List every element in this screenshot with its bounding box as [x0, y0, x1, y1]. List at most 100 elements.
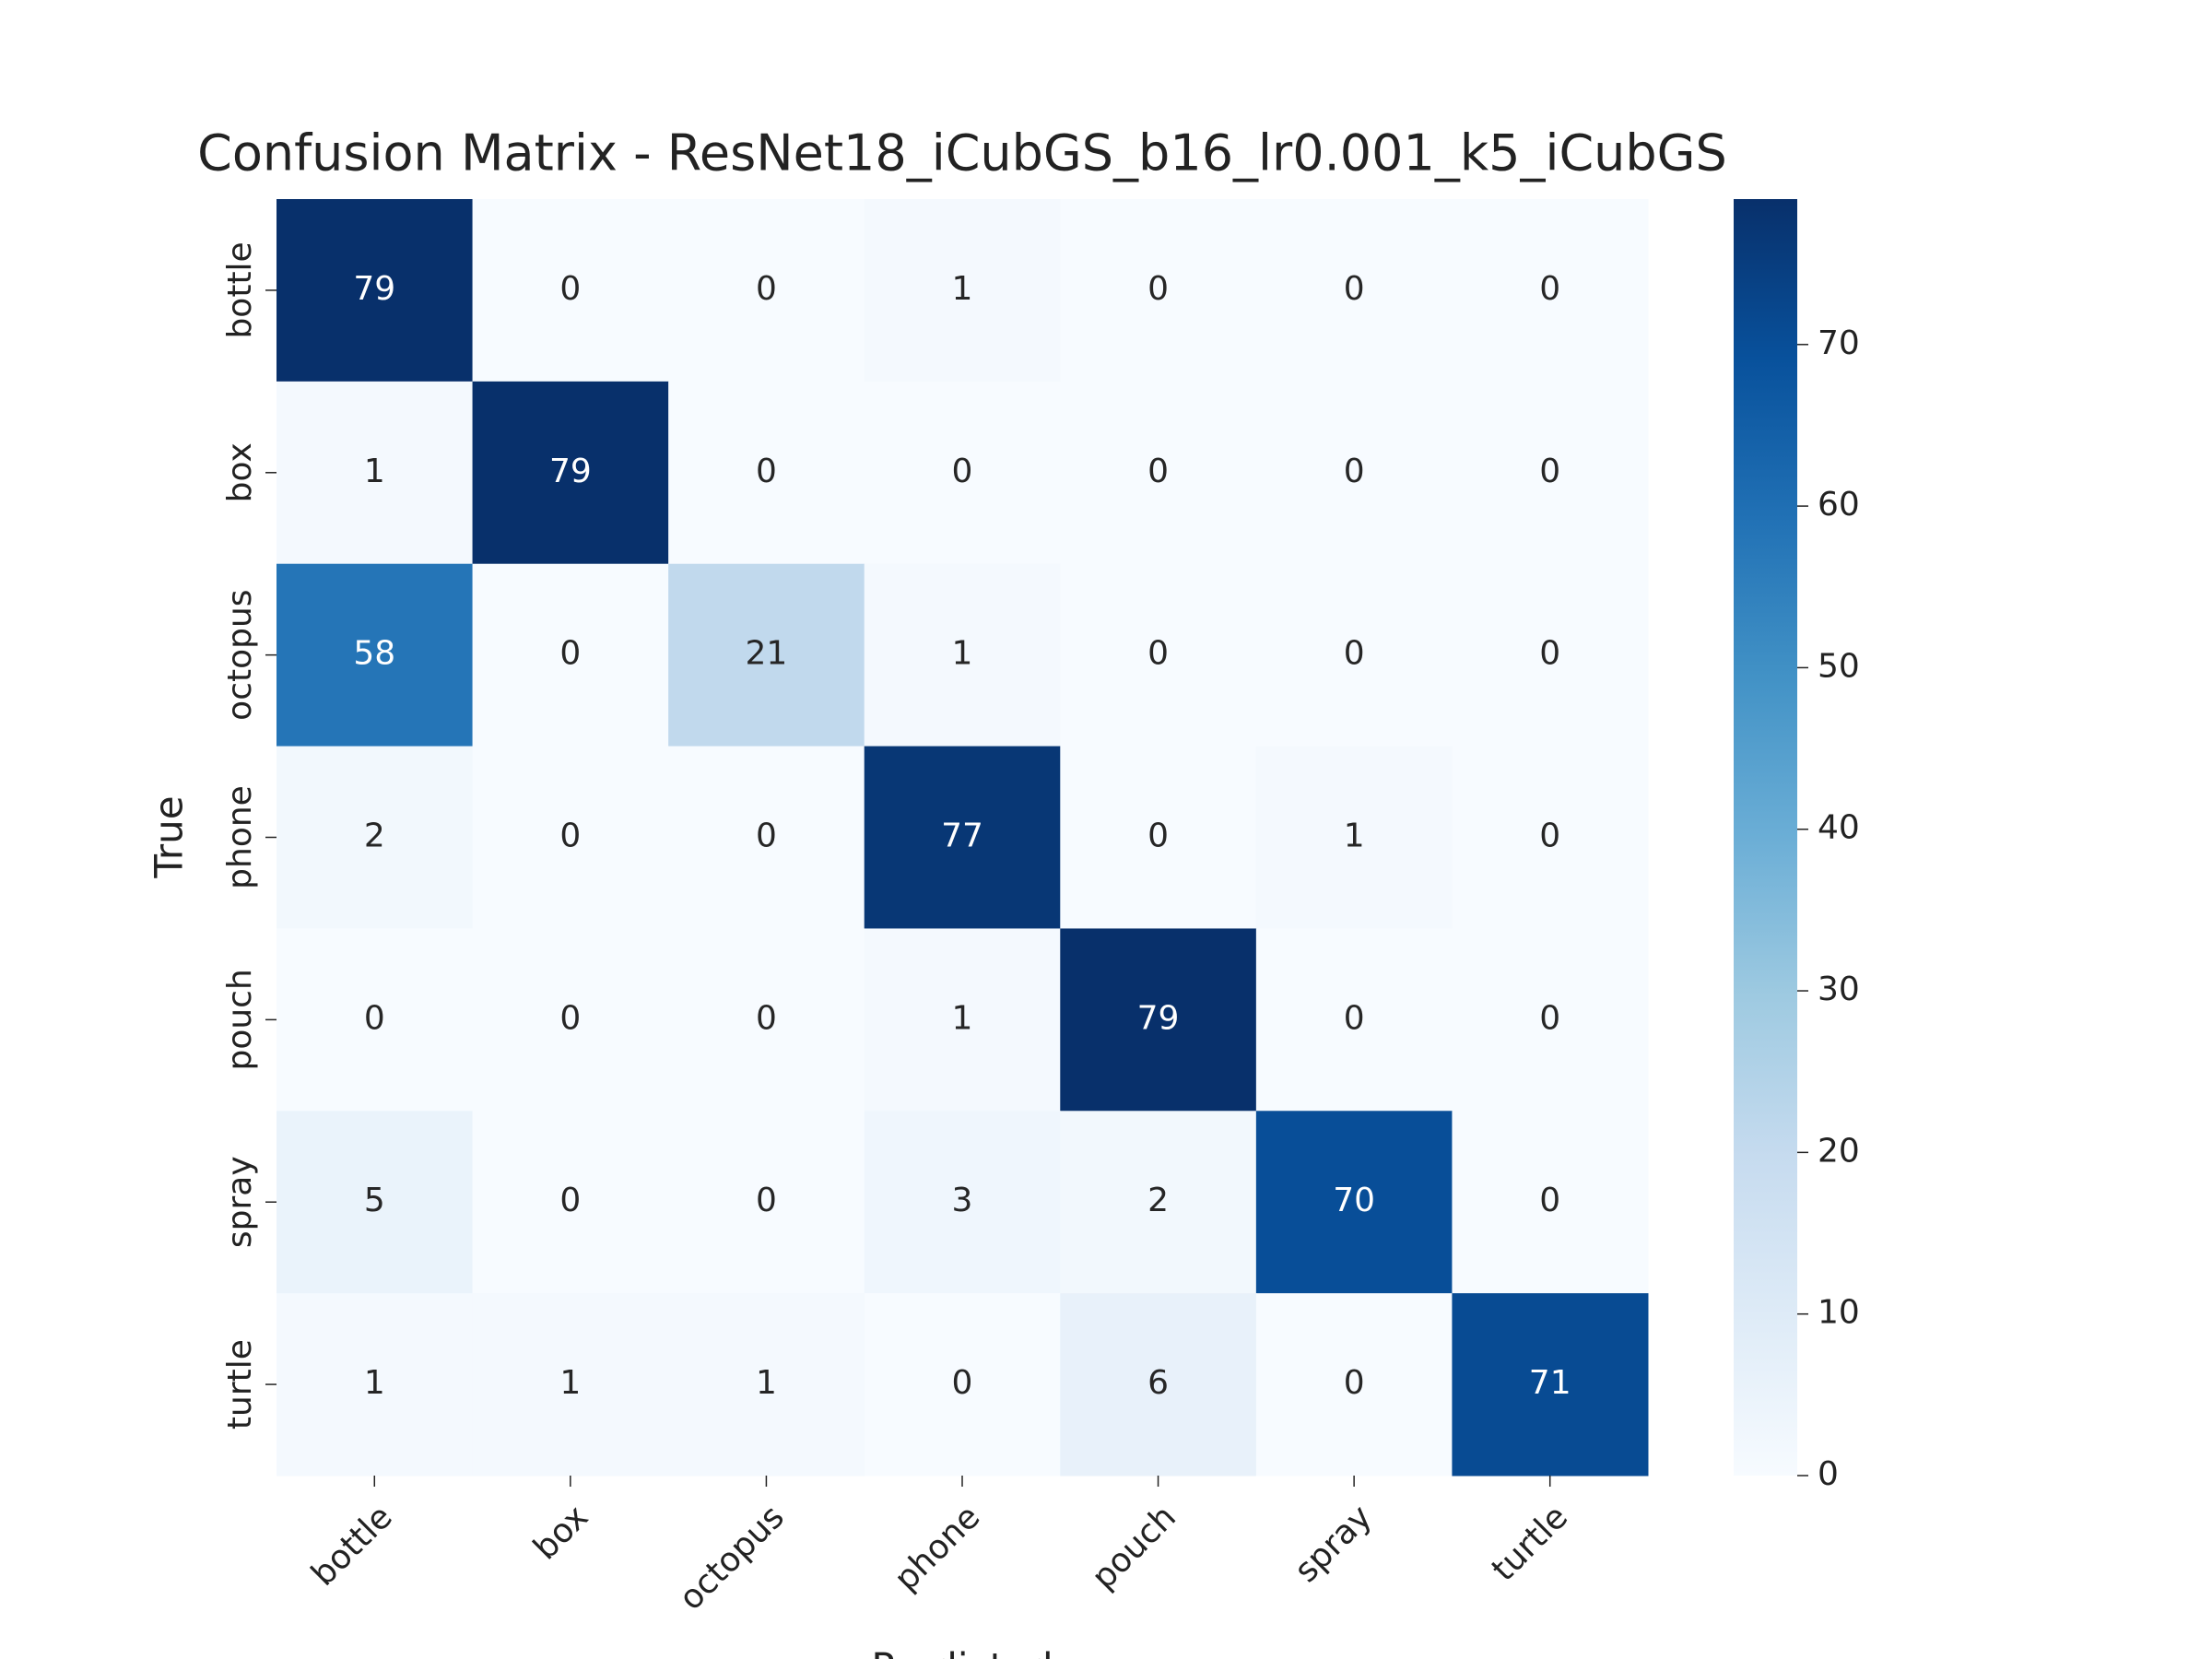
x-axis-label: Predicted: [871, 1645, 1053, 1659]
cell-label: 0: [1344, 999, 1365, 1037]
y-tick-label: pouch: [221, 969, 259, 1070]
heatmap-cell: [864, 563, 1061, 747]
x-tick-label: pouch: [1085, 1498, 1183, 1596]
heatmap-cell: [276, 928, 474, 1112]
heatmap-cell: [668, 563, 865, 747]
cell-label: 3: [952, 1182, 973, 1219]
colorbar-tick-label: 60: [1818, 486, 1860, 524]
cell-label: 0: [756, 999, 777, 1037]
heatmap-cell: [276, 381, 474, 565]
heatmap-cell: [668, 1111, 865, 1294]
heatmap-cell: [1255, 746, 1453, 929]
heatmap-cell: [1255, 199, 1453, 382]
cell-label: 0: [1539, 453, 1560, 490]
colorbar-tick-label: 30: [1818, 971, 1860, 1008]
heatmap-cell: [1255, 563, 1453, 747]
heatmap-cell: [276, 1111, 474, 1294]
y-tick-label: turtle: [221, 1339, 259, 1430]
cell-label: 1: [756, 1364, 777, 1402]
cell-label: 79: [353, 270, 395, 308]
colorbar-tick-label: 0: [1818, 1455, 1839, 1493]
chart-title: Confusion Matrix - ResNet18_iCubGS_b16_l…: [197, 124, 1727, 182]
heatmap-cell: [864, 381, 1061, 565]
heatmap-cell: [668, 928, 865, 1112]
heatmap-cell: [864, 1111, 1061, 1294]
cell-label: 1: [1344, 818, 1365, 855]
cell-label: 0: [1147, 818, 1169, 855]
y-tick-label: spray: [221, 1156, 259, 1248]
y-tick-label: box: [221, 442, 259, 502]
cell-label: 1: [364, 453, 385, 490]
cell-label: 0: [1539, 818, 1560, 855]
cell-label: 5: [364, 1182, 385, 1219]
x-tick-label: spray: [1288, 1498, 1380, 1590]
x-tick-label: turtle: [1485, 1498, 1575, 1588]
cell-label: 0: [1147, 453, 1169, 490]
colorbar-tick-label: 40: [1818, 809, 1860, 847]
heatmap-cell: [1060, 1293, 1257, 1477]
cell-label: 0: [1344, 270, 1365, 308]
heatmap-cell: [472, 563, 669, 747]
cell-label: 0: [559, 818, 581, 855]
cell-label: 1: [952, 999, 973, 1037]
colorbar-tick-label: 20: [1818, 1132, 1860, 1170]
cell-label: 1: [952, 270, 973, 308]
cell-label: 0: [756, 818, 777, 855]
heatmap-cell: [1060, 746, 1257, 929]
cell-label: 0: [559, 1182, 581, 1219]
cell-label: 0: [1539, 635, 1560, 673]
cell-label: 0: [952, 1364, 973, 1402]
heatmap-cell: [276, 199, 474, 382]
cell-label: 0: [1539, 270, 1560, 308]
cell-label: 0: [756, 453, 777, 490]
heatmap-cell: [276, 563, 474, 747]
cell-label: 0: [364, 999, 385, 1037]
cell-label: 1: [364, 1364, 385, 1402]
heatmap-cell: [276, 1293, 474, 1477]
y-tick-label: octopus: [221, 589, 259, 720]
cell-label: 79: [1137, 999, 1180, 1037]
cell-label: 0: [952, 453, 973, 490]
cell-label: 2: [1147, 1182, 1169, 1219]
heatmap-cell: [1452, 746, 1649, 929]
colorbar-tick-label: 70: [1818, 324, 1860, 362]
cell-label: 0: [1344, 1364, 1365, 1402]
cell-label: 79: [549, 453, 592, 490]
heatmap-cell: [1255, 1111, 1453, 1294]
x-tick-label: box: [526, 1498, 595, 1567]
heatmap-cell: [1060, 199, 1257, 382]
heatmap-cell: [1060, 563, 1257, 747]
cell-label: 0: [559, 270, 581, 308]
heatmap-cell: [1452, 381, 1649, 565]
y-axis-label: True: [147, 795, 192, 878]
heatmap-cell: [668, 381, 865, 565]
cell-label: 1: [952, 635, 973, 673]
heatmap-cell: [472, 381, 669, 565]
cell-label: 77: [941, 818, 983, 855]
cell-label: 70: [1333, 1182, 1375, 1219]
cell-label: 1: [559, 1364, 581, 1402]
heatmap-cell: [472, 928, 669, 1112]
x-tick-label: octopus: [672, 1498, 792, 1618]
heatmap-cell: [864, 746, 1061, 929]
heatmap-cell: [472, 199, 669, 382]
cell-label: 6: [1147, 1364, 1169, 1402]
heatmap-cell: [668, 746, 865, 929]
x-tick-label: bottle: [304, 1498, 399, 1593]
cell-label: 71: [1529, 1364, 1571, 1402]
cell-label: 0: [1344, 635, 1365, 673]
heatmap-cell: [1452, 1293, 1649, 1477]
cell-label: 0: [1147, 270, 1169, 308]
x-tick-label: phone: [888, 1498, 988, 1598]
heatmap-cell: [864, 928, 1061, 1112]
heatmap-cell: [472, 1293, 669, 1477]
heatmap-cell: [276, 746, 474, 929]
heatmap-cell: [1060, 1111, 1257, 1294]
cell-label: 21: [746, 635, 788, 673]
y-tick-label: bottle: [221, 241, 259, 338]
cell-label: 0: [559, 635, 581, 673]
y-tick-label: phone: [221, 785, 259, 889]
cell-label: 0: [756, 1182, 777, 1219]
heatmap-cell: [1060, 381, 1257, 565]
